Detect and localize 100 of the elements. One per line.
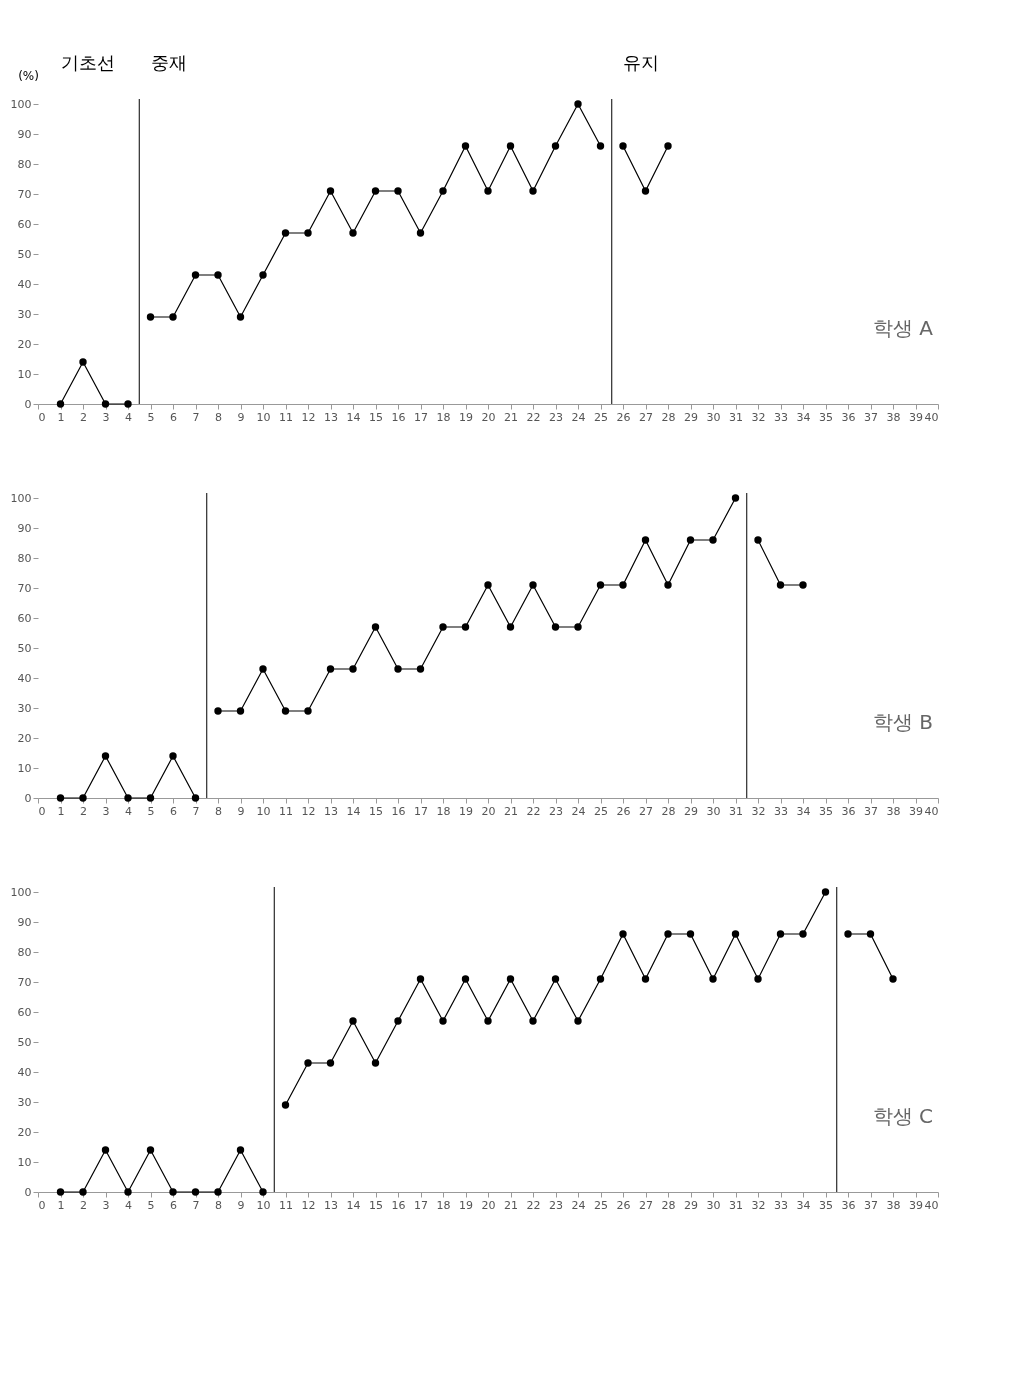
x-tick-label: 19	[459, 410, 473, 424]
point	[169, 313, 177, 321]
point	[146, 313, 155, 321]
x-tick-label: 28	[661, 1198, 676, 1212]
point	[529, 1017, 537, 1025]
x-tick-label: 7	[192, 1198, 200, 1212]
point	[124, 794, 132, 802]
annotation: 학생 B	[872, 710, 933, 734]
point	[326, 187, 335, 195]
x-tick-label: 26	[616, 1198, 631, 1212]
y-tick-label: 100	[10, 491, 32, 505]
point	[821, 888, 830, 896]
y-tick-label: 10	[17, 367, 32, 381]
point	[169, 752, 177, 760]
x-tick-label: 12	[301, 1198, 316, 1212]
x-tick-label: 28	[661, 804, 676, 818]
x-tick-label: 14	[346, 1198, 361, 1212]
y-tick-label: 0	[24, 1185, 32, 1199]
point	[754, 975, 762, 983]
x-tick-label: 40	[924, 804, 939, 818]
x-tick-label: 37	[864, 410, 878, 424]
point	[349, 665, 357, 673]
point	[304, 1059, 312, 1067]
x-tick-label: 33	[774, 1198, 788, 1212]
x-tick-label: 24	[571, 410, 586, 424]
point	[664, 581, 672, 589]
point	[304, 229, 312, 237]
x-tick-label: 21	[504, 804, 518, 818]
x-tick-label: 6	[170, 804, 177, 818]
y-tick-label: 30	[17, 701, 32, 715]
point	[641, 975, 650, 983]
text: 유지	[623, 52, 659, 73]
point	[394, 187, 402, 195]
x-tick-label: 11	[279, 804, 293, 818]
x-tick-label: 26	[616, 804, 631, 818]
x-tick-label: 20	[481, 1198, 496, 1212]
x-tick-label: 25	[594, 1198, 608, 1212]
x-tick-label: 5	[147, 804, 155, 818]
point	[326, 665, 335, 673]
x-tick-label: 15	[369, 410, 383, 424]
point	[394, 1017, 402, 1025]
x-tick-label: 1	[57, 410, 65, 424]
x-tick-label: 5	[147, 1198, 155, 1212]
y-tick-label: 20	[17, 337, 32, 351]
y-tick-label: 80	[17, 157, 32, 171]
x-tick-label: 14	[346, 410, 361, 424]
point	[101, 752, 110, 760]
point	[866, 930, 875, 938]
x-tick-label: 34	[796, 410, 811, 424]
point	[259, 271, 267, 279]
x-tick-label: 40	[924, 410, 939, 424]
x-tick-label: 4	[125, 410, 132, 424]
x-tick-label: 31	[729, 1198, 743, 1212]
point	[529, 581, 537, 589]
x-tick-label: 33	[774, 410, 788, 424]
x-tick-label: 23	[549, 804, 563, 818]
point	[56, 400, 65, 408]
x-tick-label: 26	[616, 410, 631, 424]
x-tick-label: 4	[125, 1198, 132, 1212]
annotation: 학생 C	[872, 1104, 933, 1128]
y-tick-label: 30	[17, 1095, 32, 1109]
x-tick-label: 31	[729, 804, 743, 818]
x-tick-label: 38	[886, 1198, 901, 1212]
x-tick-label: 2	[80, 410, 87, 424]
x-tick-label: 1	[57, 1198, 65, 1212]
point	[799, 581, 807, 589]
x-tick-label: 0	[38, 410, 46, 424]
x-tick-label: 36	[841, 1198, 856, 1212]
y-tick-label: 0	[24, 397, 32, 411]
point	[619, 930, 627, 938]
point	[551, 975, 560, 983]
y-tick-label: 0	[24, 791, 32, 805]
x-tick-label: 8	[215, 410, 222, 424]
point	[236, 313, 245, 321]
x-tick-label: 38	[886, 410, 901, 424]
x-tick-label: 31	[729, 410, 743, 424]
point	[146, 794, 155, 802]
point	[281, 229, 290, 237]
x-tick-label: 13	[324, 804, 338, 818]
y-tick-label: 30	[17, 307, 32, 321]
point	[371, 187, 380, 195]
x-tick-label: 30	[706, 1198, 721, 1212]
x-tick-label: 27	[639, 1198, 653, 1212]
x-tick-label: 8	[215, 804, 222, 818]
x-tick-label: 3	[102, 410, 110, 424]
y-tick-label: 70	[17, 975, 32, 989]
point	[371, 1059, 380, 1067]
y-tick-label: 70	[17, 187, 32, 201]
point	[551, 142, 560, 150]
y-tick-label: 20	[17, 1125, 32, 1139]
x-tick-label: 27	[639, 410, 653, 424]
point	[259, 665, 267, 673]
x-tick-label: 2	[80, 1198, 87, 1212]
y-tick-label: 100	[10, 885, 32, 899]
point	[101, 1146, 110, 1154]
x-tick-label: 12	[301, 410, 316, 424]
x-tick-label: 29	[684, 410, 698, 424]
x-tick-label: 22	[526, 410, 541, 424]
x-tick-label: 32	[751, 1198, 766, 1212]
point	[574, 1017, 582, 1025]
